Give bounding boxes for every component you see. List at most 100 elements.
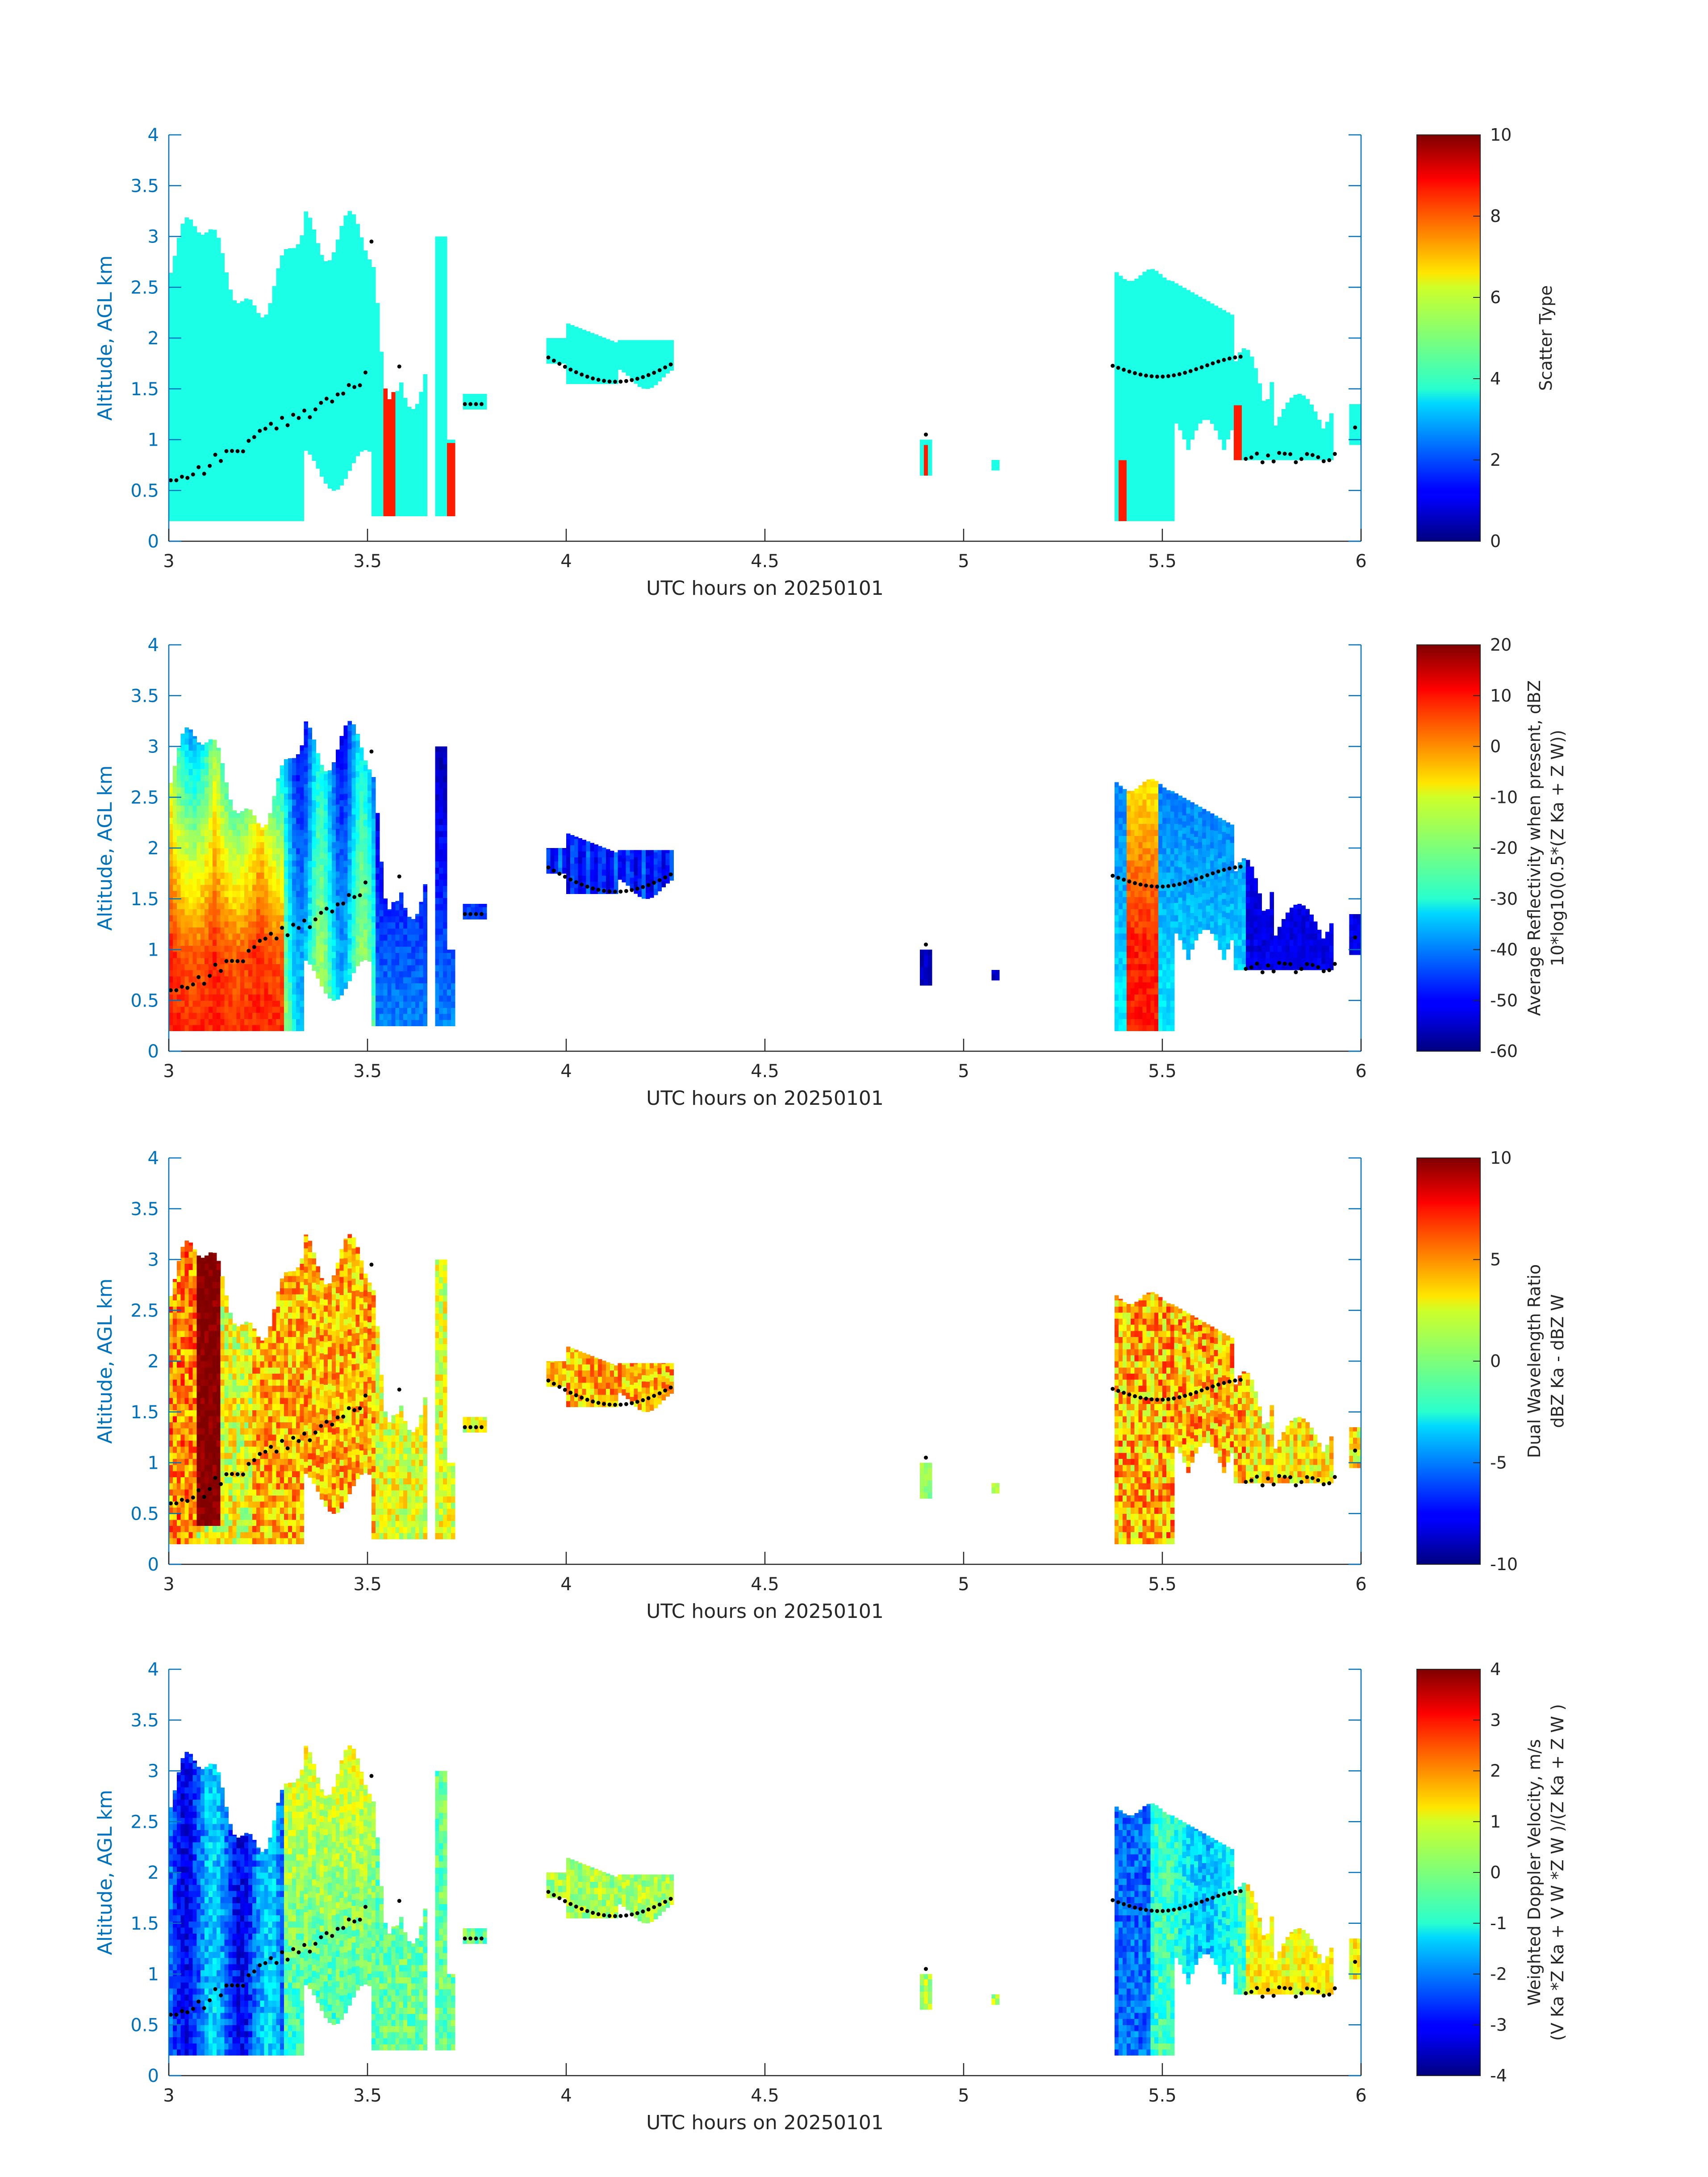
heatmap-cell (180, 921, 185, 928)
heatmap-cell (598, 347, 602, 354)
heatmap-cell (1270, 435, 1274, 442)
heatmap-cell (248, 442, 253, 448)
heatmap-cell (1301, 435, 1306, 442)
heatmap-cell (1126, 466, 1131, 472)
heatmap-cell (1142, 307, 1147, 314)
heatmap-cell (554, 338, 559, 339)
heatmap-cell (209, 362, 213, 369)
heatmap-cell (1162, 356, 1167, 363)
heatmap-cell (220, 848, 225, 855)
heatmap-cell (371, 302, 376, 309)
heatmap-cell (288, 344, 292, 351)
heatmap-cell (224, 848, 229, 855)
heatmap-cell (236, 338, 241, 345)
heatmap-cell (1202, 414, 1207, 420)
heatmap-cell (192, 933, 197, 940)
heatmap-cell (288, 320, 292, 326)
heatmap-cell (228, 460, 233, 467)
heatmap-cell (176, 897, 181, 903)
heatmap-cell (1150, 313, 1155, 320)
heatmap-cell (606, 365, 610, 372)
heatmap-cell (188, 738, 193, 745)
heatmap-cell (1158, 356, 1163, 363)
heatmap-cell (379, 491, 384, 498)
heatmap-cell (578, 377, 583, 384)
heatmap-cell (169, 368, 173, 375)
heatmap-cell (1119, 478, 1123, 485)
heatmap-cell (176, 271, 181, 277)
heatmap-cell (220, 763, 225, 769)
heatmap-cell (554, 357, 559, 364)
heatmap-cell (280, 380, 284, 387)
heatmap-cell (415, 485, 420, 492)
heatmap-cell (212, 502, 217, 509)
heatmap-cell (638, 362, 642, 369)
heatmap-cell (367, 390, 372, 397)
heatmap-cell (1134, 350, 1139, 357)
heatmap-cell (212, 854, 217, 861)
heatmap-cell (614, 347, 618, 354)
heatmap-cell (244, 393, 249, 399)
heatmap-cell (924, 451, 928, 457)
heatmap-cell (216, 326, 221, 332)
heatmap-cell (1357, 426, 1361, 433)
heatmap-cell (363, 443, 368, 450)
heatmap-cell (1238, 447, 1242, 454)
heatmap-cell (220, 903, 225, 909)
heatmap-cell (320, 415, 324, 422)
heatmap-cell (216, 805, 221, 812)
heatmap-cell (224, 897, 229, 903)
heatmap-cell (578, 335, 583, 342)
heatmap-cell (248, 496, 253, 503)
heatmap-cell (328, 275, 332, 281)
heatmap-cell (300, 301, 305, 308)
heatmap-cell (304, 353, 309, 359)
heatmap-cell (1130, 387, 1135, 393)
heatmap-cell (172, 466, 177, 472)
heatmap-cell (308, 277, 312, 284)
heatmap-cell (395, 485, 400, 492)
heatmap-cell (1245, 399, 1250, 405)
heatmap-cell (180, 733, 185, 739)
heatmap-cell (224, 454, 229, 460)
heatmap-cell (1130, 393, 1135, 399)
heatmap-cell (395, 424, 400, 431)
heatmap-cell (554, 345, 559, 352)
heatmap-cell (300, 313, 305, 320)
heatmap-cell (248, 460, 253, 467)
heatmap-cell (574, 359, 579, 366)
heatmap-cell (335, 465, 340, 472)
heatmap-cell (200, 387, 205, 393)
heatmap-cell (1245, 417, 1250, 424)
heatmap-cell (324, 471, 328, 478)
heatmap-cell (383, 436, 388, 443)
heatmap-cell (312, 259, 316, 266)
heatmap-cell (176, 909, 181, 915)
heatmap-cell (391, 430, 396, 437)
dot-marker (252, 435, 256, 439)
heatmap-cell (180, 252, 185, 259)
heatmap-cell (1130, 350, 1135, 357)
heatmap-cell (439, 290, 443, 297)
heatmap-cell (200, 988, 205, 995)
heatmap-cell (363, 383, 368, 389)
heatmap-cell (240, 496, 245, 503)
heatmap-cell (1174, 307, 1179, 314)
heatmap-cell (1210, 393, 1215, 400)
heatmap-cell (669, 364, 674, 371)
heatmap-cell (205, 970, 209, 977)
heatmap-cell (176, 252, 181, 259)
heatmap-cell (232, 374, 237, 381)
heatmap-cell (224, 866, 229, 873)
heatmap-cell (200, 435, 205, 442)
heatmap-cell (205, 332, 209, 338)
heatmap-cell (335, 270, 340, 276)
heatmap-cell (172, 362, 177, 369)
heatmap-cell (272, 460, 276, 467)
heatmap-cell (224, 830, 229, 836)
heatmap-cell (375, 485, 380, 492)
heatmap-cell (288, 338, 292, 345)
heatmap-cell (248, 393, 253, 399)
heatmap-cell (1249, 435, 1254, 442)
heatmap-cell (300, 289, 305, 296)
